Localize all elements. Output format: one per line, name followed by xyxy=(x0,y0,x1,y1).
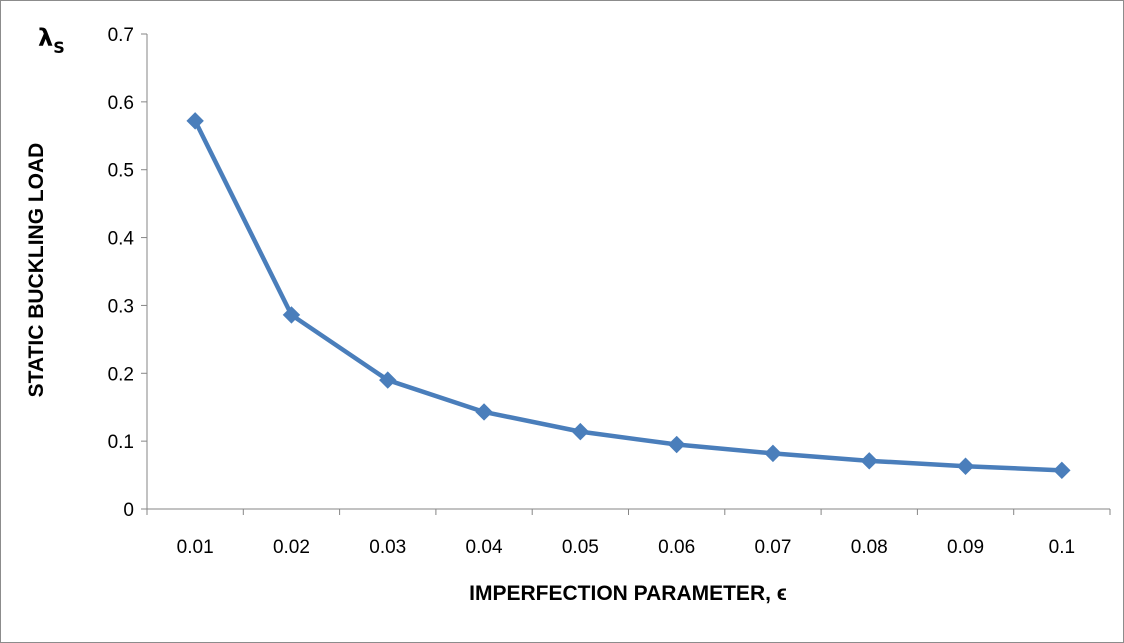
y-tick-label: 0.4 xyxy=(108,229,135,250)
data-point-marker xyxy=(571,422,590,441)
data-point-marker xyxy=(667,435,686,454)
y-tick-label: 0.2 xyxy=(108,364,134,385)
y-tick-label: 0.3 xyxy=(108,296,134,317)
y-tick-label: 0.6 xyxy=(108,93,134,114)
y-axis-symbol-main: λ xyxy=(38,24,53,52)
y-tick-label: 0.1 xyxy=(108,432,134,453)
data-point-marker xyxy=(1053,461,1071,480)
y-axis-symbol-subscript: S xyxy=(53,38,65,57)
y-tick-label: 0.5 xyxy=(108,161,134,182)
data-point-marker xyxy=(956,457,975,475)
data-point-marker xyxy=(764,444,782,463)
x-tick-label: 0.01 xyxy=(177,537,214,558)
x-tick-label: 0.09 xyxy=(947,537,984,558)
y-axis-symbol: λS xyxy=(38,24,65,57)
x-tick-labels: 0.01 0.02 0.03 0.04 0.05 0.06 0.07 0.08 0.09 0.1 xyxy=(177,537,1075,558)
x-tick-label: 0.05 xyxy=(562,537,599,558)
y-axis-title: STATIC BUCKLING LOAD xyxy=(25,143,48,398)
x-tick-label: 0.03 xyxy=(369,537,406,558)
data-point-marker xyxy=(186,112,204,130)
x-axis-title: IMPERFECTION PARAMETER, ϵ xyxy=(469,582,787,605)
series-line xyxy=(193,119,1062,473)
y-tick-labels: 0 0.1 0.2 0.3 0.4 0.5 0.6 0.7 xyxy=(108,25,135,521)
axes xyxy=(141,33,1111,515)
x-tick-label: 0.02 xyxy=(273,537,310,558)
data-point-marker xyxy=(475,403,493,421)
y-tick-label: 0.7 xyxy=(108,25,134,46)
data-point-marker xyxy=(860,452,878,470)
series-group xyxy=(186,112,1071,480)
x-tick-label: 0.08 xyxy=(851,537,888,558)
y-tick-label: 0 xyxy=(123,500,134,521)
x-tick-label: 0.1 xyxy=(1049,537,1075,558)
x-tick-label: 0.06 xyxy=(658,537,695,558)
x-tick-label: 0.07 xyxy=(754,537,791,558)
data-point-marker xyxy=(282,306,301,324)
x-tick-label: 0.04 xyxy=(466,537,503,558)
data-point-marker xyxy=(379,371,397,389)
